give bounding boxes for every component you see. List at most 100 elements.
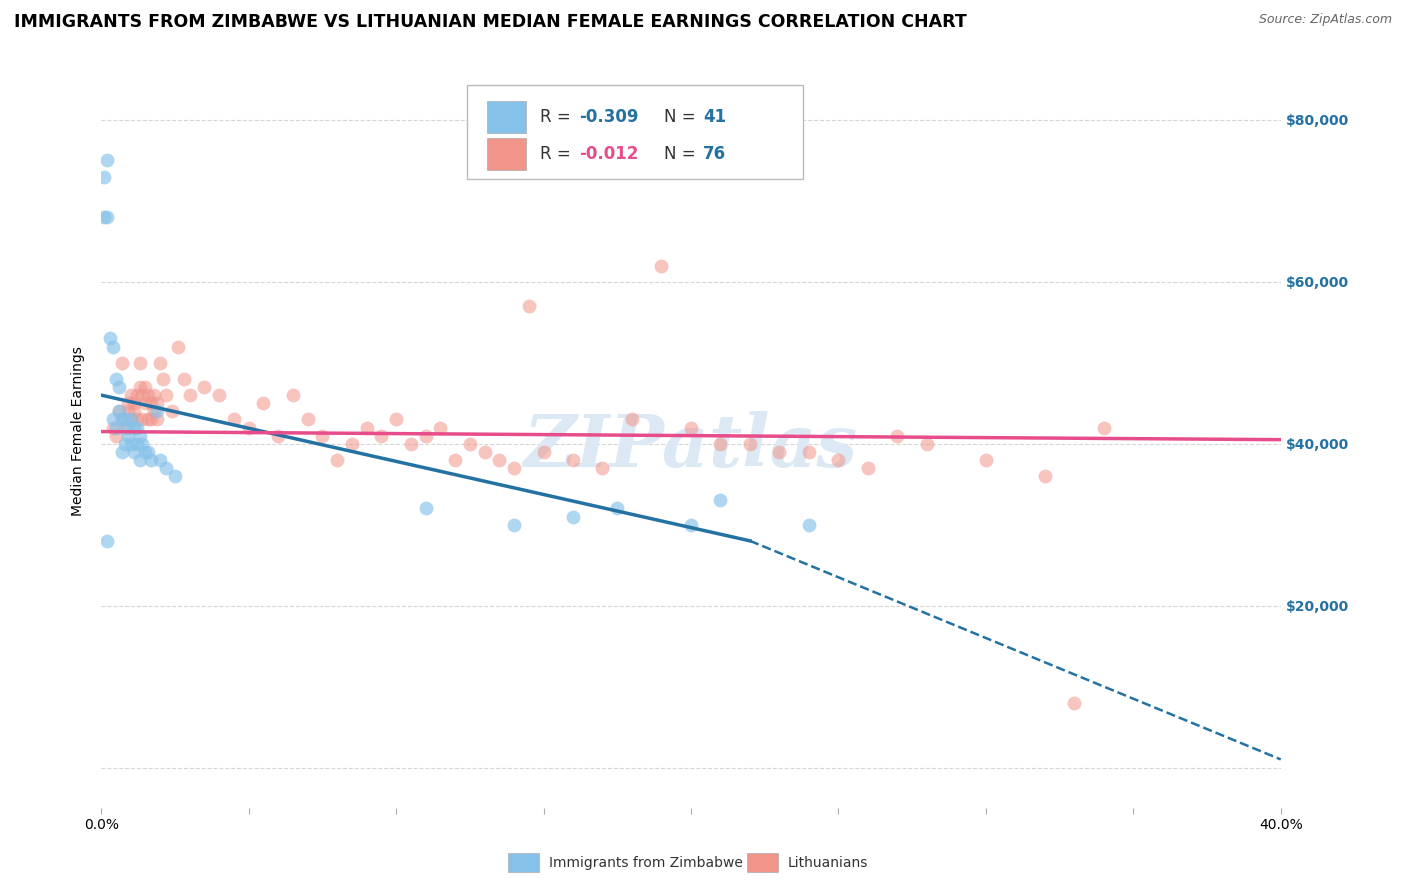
- Point: [134, 396, 156, 410]
- Point: [679, 420, 702, 434]
- Point: [146, 404, 169, 418]
- Text: -0.309: -0.309: [579, 108, 638, 126]
- Point: [101, 420, 124, 434]
- FancyBboxPatch shape: [486, 138, 526, 169]
- Point: [114, 420, 136, 434]
- Point: [856, 461, 879, 475]
- FancyBboxPatch shape: [486, 101, 526, 133]
- Point: [415, 428, 437, 442]
- Text: 41: 41: [703, 108, 725, 126]
- FancyBboxPatch shape: [467, 86, 803, 179]
- Point: [281, 388, 304, 402]
- Point: [768, 445, 790, 459]
- Text: R =: R =: [540, 108, 576, 126]
- Point: [1033, 469, 1056, 483]
- Point: [141, 412, 163, 426]
- Text: -0.012: -0.012: [579, 145, 638, 163]
- Point: [326, 453, 349, 467]
- Text: 76: 76: [703, 145, 725, 163]
- Point: [98, 331, 121, 345]
- Point: [125, 436, 148, 450]
- Point: [138, 412, 160, 426]
- Point: [370, 428, 392, 442]
- Point: [149, 453, 172, 467]
- Point: [146, 396, 169, 410]
- Point: [104, 372, 127, 386]
- Point: [131, 436, 153, 450]
- Point: [915, 436, 938, 450]
- Point: [267, 428, 290, 442]
- Point: [797, 445, 820, 459]
- Point: [620, 412, 643, 426]
- Point: [356, 420, 378, 434]
- Point: [143, 388, 166, 402]
- Point: [138, 388, 160, 402]
- Point: [128, 428, 150, 442]
- Point: [128, 356, 150, 370]
- Point: [104, 428, 127, 442]
- Point: [141, 453, 163, 467]
- Point: [238, 420, 260, 434]
- Point: [120, 412, 142, 426]
- Point: [709, 493, 731, 508]
- Point: [125, 420, 148, 434]
- Point: [122, 396, 145, 410]
- Point: [606, 501, 628, 516]
- Point: [160, 404, 183, 418]
- Point: [111, 356, 134, 370]
- Point: [114, 412, 136, 426]
- Point: [1063, 696, 1085, 710]
- Text: ZIPatlas: ZIPatlas: [524, 411, 858, 482]
- Text: Source: ZipAtlas.com: Source: ZipAtlas.com: [1258, 13, 1392, 27]
- Point: [340, 436, 363, 450]
- Point: [429, 420, 451, 434]
- Point: [827, 453, 849, 467]
- Point: [738, 436, 761, 450]
- Text: Lithuanians: Lithuanians: [787, 855, 869, 870]
- Point: [122, 404, 145, 418]
- Point: [111, 412, 134, 426]
- Point: [252, 396, 274, 410]
- Point: [155, 388, 177, 402]
- Point: [155, 461, 177, 475]
- Point: [488, 453, 510, 467]
- Point: [533, 445, 555, 459]
- Point: [131, 388, 153, 402]
- Point: [96, 153, 118, 168]
- Point: [650, 259, 672, 273]
- Point: [146, 412, 169, 426]
- Point: [208, 388, 231, 402]
- Point: [222, 412, 245, 426]
- Point: [311, 428, 333, 442]
- Point: [517, 299, 540, 313]
- Point: [562, 509, 585, 524]
- Point: [117, 404, 139, 418]
- Point: [444, 453, 467, 467]
- Point: [149, 356, 172, 370]
- Point: [886, 428, 908, 442]
- Point: [108, 404, 131, 418]
- Point: [163, 469, 186, 483]
- Point: [120, 436, 142, 450]
- Point: [128, 380, 150, 394]
- Point: [125, 412, 148, 426]
- Point: [93, 169, 115, 184]
- Point: [125, 388, 148, 402]
- Point: [797, 517, 820, 532]
- Point: [503, 517, 526, 532]
- Point: [117, 428, 139, 442]
- Point: [297, 412, 319, 426]
- Text: IMMIGRANTS FROM ZIMBABWE VS LITHUANIAN MEDIAN FEMALE EARNINGS CORRELATION CHART: IMMIGRANTS FROM ZIMBABWE VS LITHUANIAN M…: [14, 13, 967, 31]
- Point: [111, 445, 134, 459]
- Point: [96, 533, 118, 548]
- Point: [179, 388, 201, 402]
- Point: [458, 436, 481, 450]
- Text: N =: N =: [664, 108, 700, 126]
- Text: R =: R =: [540, 145, 576, 163]
- Point: [104, 420, 127, 434]
- Point: [134, 380, 156, 394]
- Point: [152, 372, 174, 386]
- Point: [101, 412, 124, 426]
- Point: [120, 412, 142, 426]
- Point: [399, 436, 422, 450]
